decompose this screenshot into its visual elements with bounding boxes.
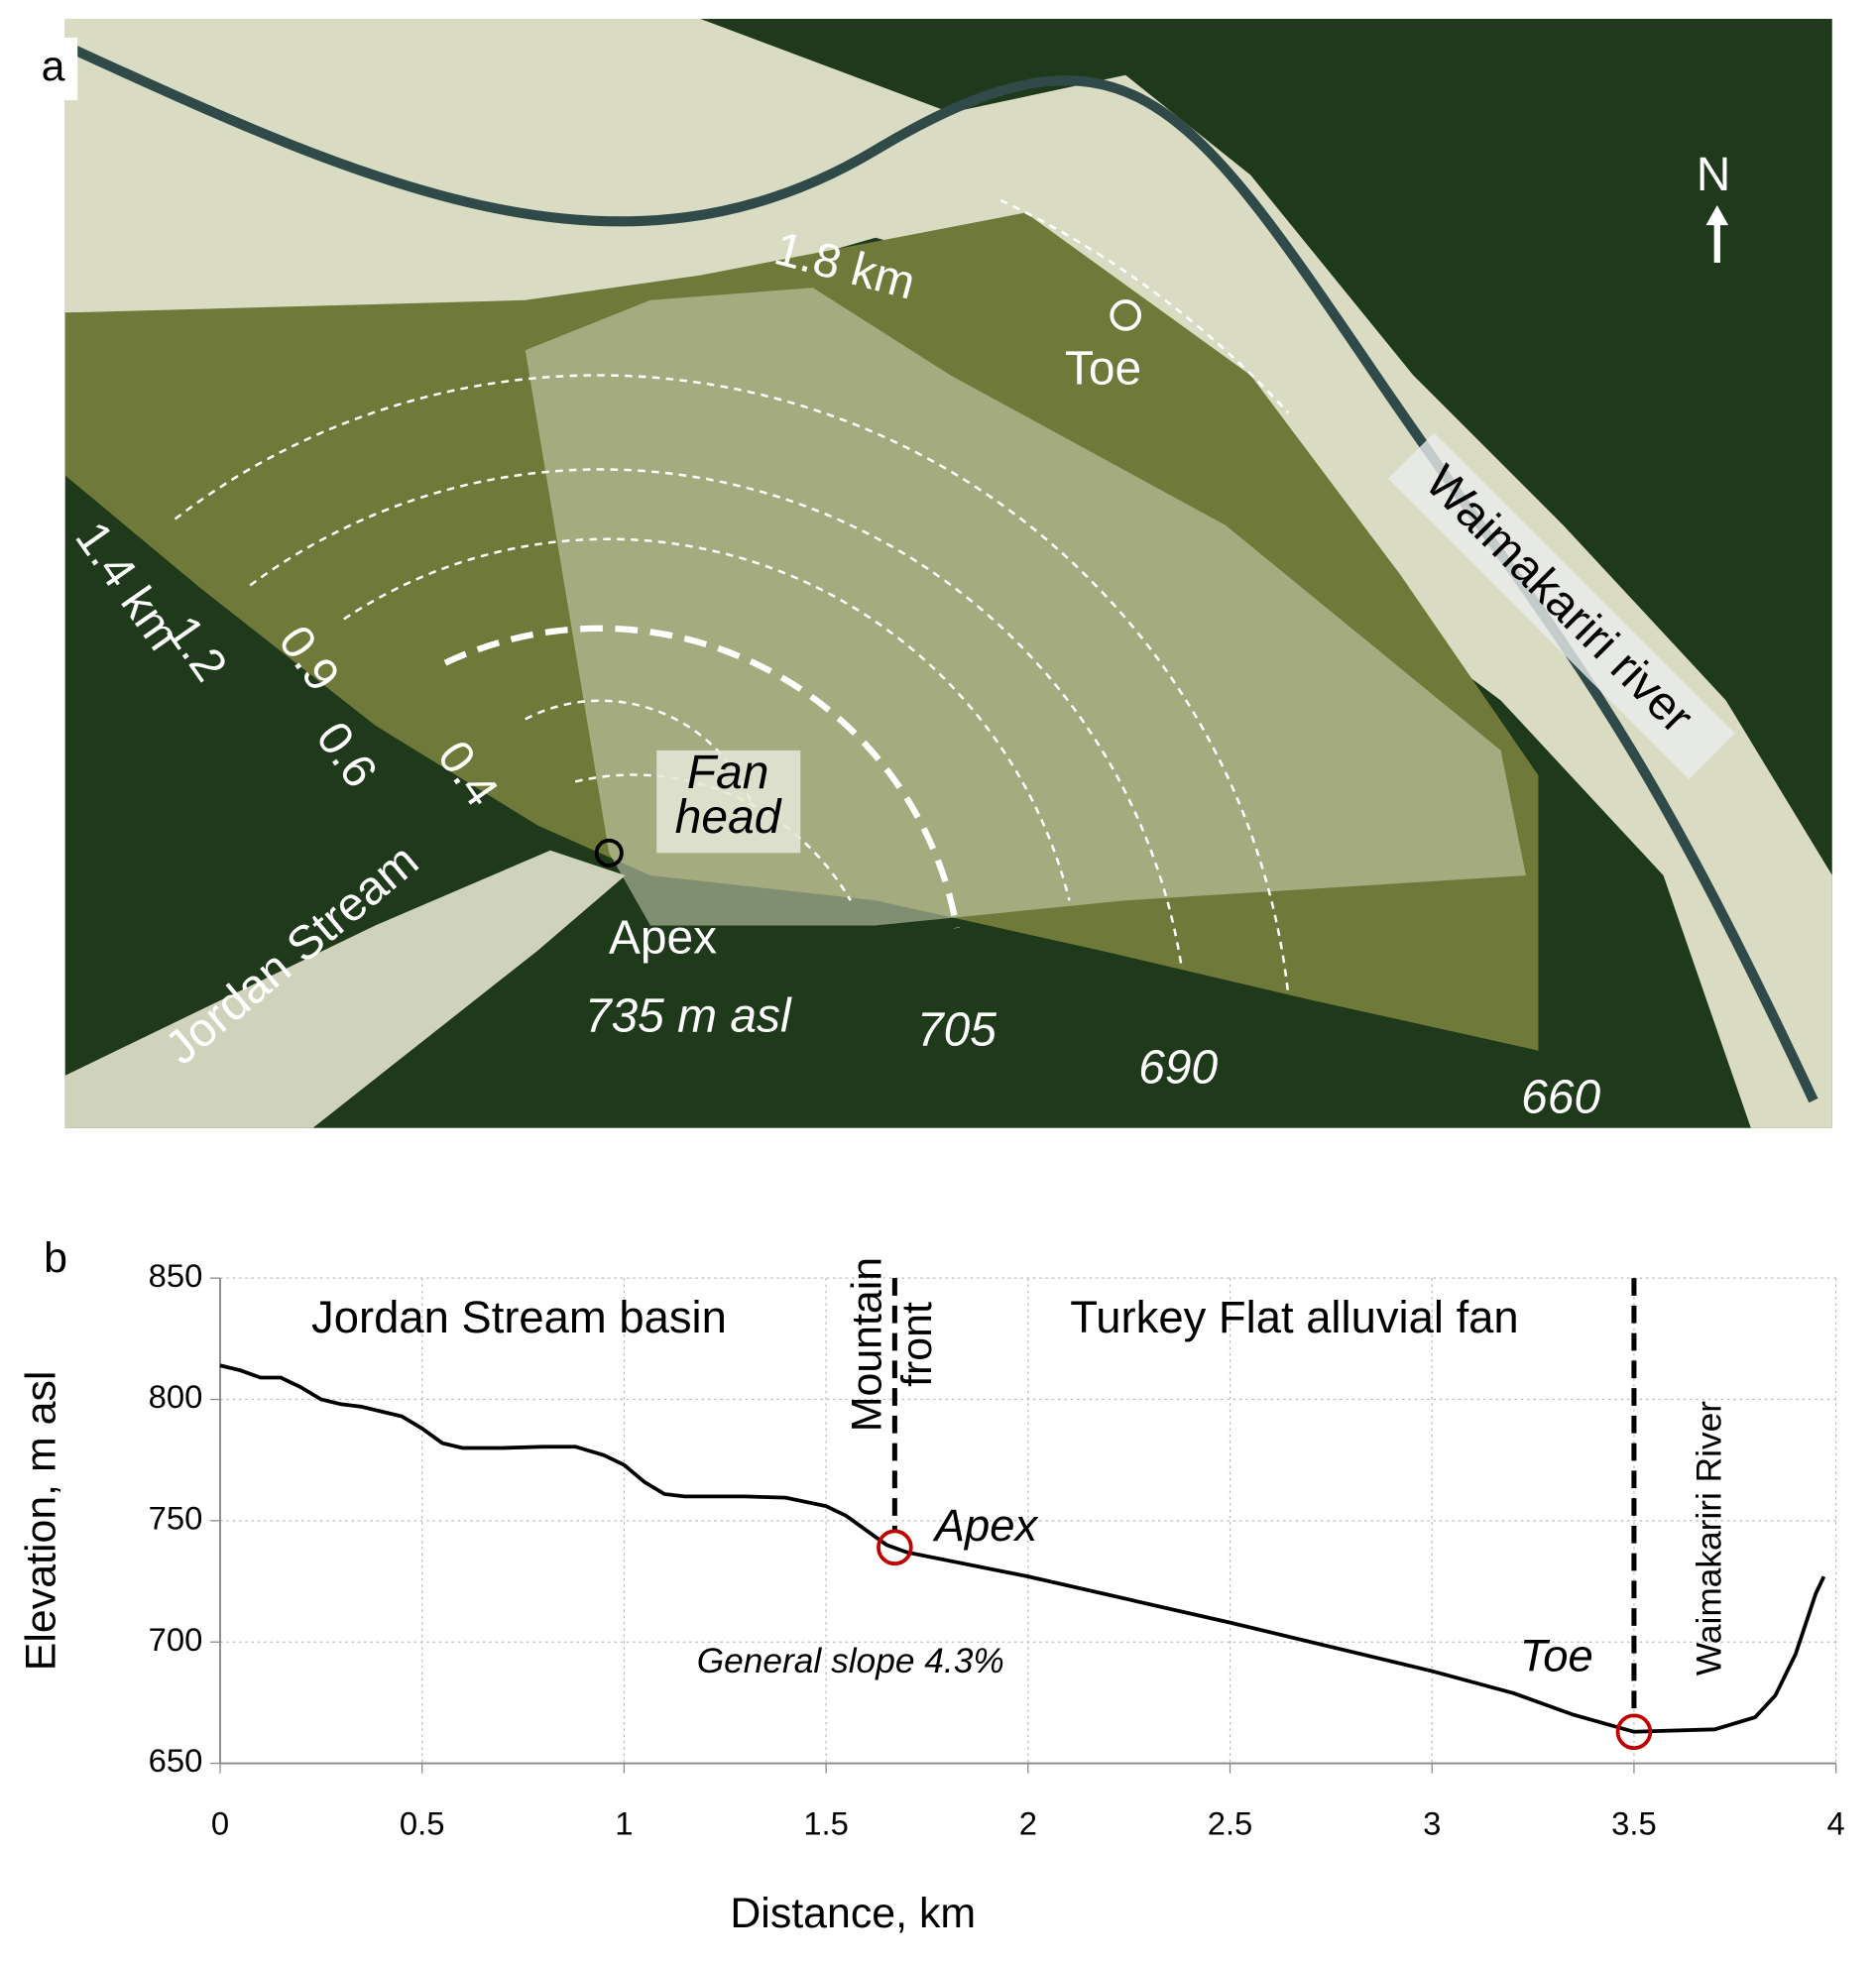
x-tick-label: 1.5 [803,1804,849,1841]
toe-label: Toe [1065,342,1141,395]
fan-head-bg [656,750,801,854]
apex-marker [594,838,624,867]
x-tick-label: 3.5 [1611,1804,1657,1841]
river-label-bg [1388,432,1735,780]
x-tick-label: 2 [1019,1804,1037,1841]
panel-label: b [44,1234,67,1282]
region-label: Jordan Stream basin [311,1292,727,1342]
x-tick-label: 4 [1827,1804,1845,1841]
distance-arcs [174,198,1290,994]
north-arrowhead [1705,204,1729,226]
apex-elevation: 735 m asl [585,990,792,1043]
slope-label: General slope 4.3% [697,1642,1004,1680]
y-tick-label: 850 [149,1257,203,1294]
y-tick-label: 750 [149,1500,203,1537]
panel-label-bg [27,37,78,100]
y-axis-title: Elevation, m asl [17,1371,64,1672]
y-tick-label: 650 [149,1742,203,1779]
elevation-label: 705 [917,1004,997,1057]
x-axis-title: Distance, km [730,1890,976,1937]
jordan-stream-bed [64,850,626,1128]
panel-label: a [42,43,65,90]
x-tick-label: 2.5 [1208,1804,1253,1841]
point-marker [1615,1713,1653,1751]
profile-line [219,1363,1826,1734]
y-tick-label: 700 [149,1621,203,1658]
point-marker [877,1529,913,1566]
vertical-line-label: Mountain [843,1257,890,1432]
x-tick-label: 0 [211,1804,229,1841]
river-bed [64,19,1832,1128]
fan-head-label: head [675,791,782,844]
vertical-line-label: Waimakariri River [1690,1401,1728,1676]
profile-chart: b 650 700 750 800 850 0 0.5 1 1.5 2 2.5 3 3.5 4 Distanc… [17,1234,1844,1937]
x-tick-label: 0.5 [400,1804,445,1841]
apex-label: Apex [609,911,717,964]
point-label: Toe [1520,1631,1593,1681]
x-tick-label: 1 [615,1804,633,1841]
x-tick-label: 3 [1423,1804,1441,1841]
north-label: N [1697,149,1731,201]
river-channel [72,45,1818,1103]
elevation-label: 660 [1521,1072,1600,1124]
toe-marker [1110,299,1141,331]
elevation-label: 690 [1138,1041,1218,1094]
fan-head-label: Fan [687,747,769,799]
point-label: Apex [932,1500,1040,1551]
y-tick-label: 800 [149,1378,203,1415]
vertical-line-label: front [893,1302,941,1387]
region-label: Turkey Flat alluvial fan [1070,1292,1518,1342]
